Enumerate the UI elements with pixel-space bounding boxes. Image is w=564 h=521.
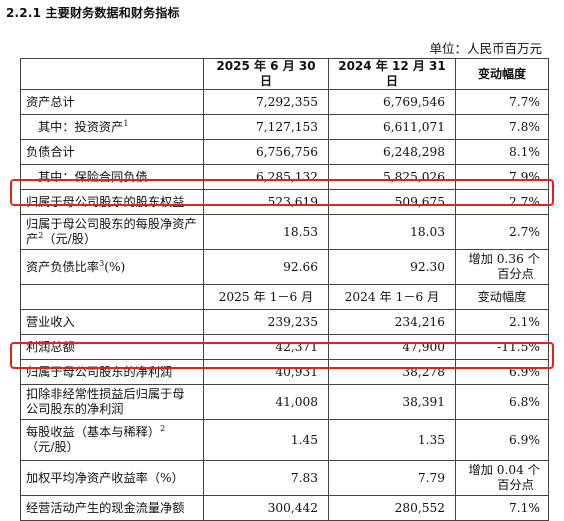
value-current: 6,756,756: [203, 139, 329, 165]
row-label: 营业收入: [20, 309, 204, 335]
table-row-insurance-contract-liabilities: 其中：保险合同负债 6,285,132 5,825,026 7.9%: [20, 164, 549, 190]
value-change: 2.1%: [455, 309, 549, 335]
header-cell-blank: [20, 284, 204, 310]
table-row-total-liabilities: 负债合计 6,756,756 6,248,298 8.1%: [20, 139, 549, 165]
value-current: 40,931: [203, 359, 329, 385]
row-label: 加权平均净资产收益率（%）: [20, 460, 204, 496]
table-row-total-assets: 资产总计 7,292,355 6,769,546 7.7%: [20, 89, 549, 115]
value-current: 41,008: [203, 384, 329, 420]
value-change: -11.5%: [455, 334, 549, 360]
value-current: 1.45: [203, 419, 329, 461]
footnote-marker: 3: [99, 258, 105, 268]
row-label-line2: 产2（元/股）: [26, 230, 97, 246]
value-prior: 280,552: [328, 495, 456, 521]
row-label: 资产总计: [20, 89, 204, 115]
value-prior: 6,769,546: [328, 89, 456, 115]
row-label: 利润总额: [20, 334, 204, 360]
row-label: 资产负债比率3(%): [20, 249, 204, 285]
value-current: 239,235: [203, 309, 329, 335]
table-row-shareholders-equity: 归属于母公司股东的股东权益 523,619 509,675 2.7%: [20, 189, 549, 215]
header-cell-2025-06-30: 2025 年 6 月 30 日: [203, 58, 329, 90]
value-change: 2.7%: [455, 189, 549, 215]
value-change: 6.9%: [455, 359, 549, 385]
table-row-net-profit: 归属于母公司股东的净利润 40,931 38,278 6.9%: [20, 359, 549, 385]
row-label: 其中：保险合同负债: [20, 164, 204, 190]
table-row-total-profit: 利润总额 42,371 47,900 -11.5%: [20, 334, 549, 360]
row-label: 归属于母公司股东的股东权益: [20, 189, 204, 215]
footnote-marker: 1: [123, 118, 129, 128]
table-header-row-balance: 2025 年 6 月 30 日 2024 年 12 月 31 日 变动幅度: [20, 58, 549, 90]
value-prior: 18.03: [328, 214, 456, 250]
table-row-operating-cash-flow: 经营活动产生的现金流量净额 300,442 280,552 7.1%: [20, 495, 549, 521]
value-prior: 509,675: [328, 189, 456, 215]
table-row-revenue: 营业收入 239,235 234,216 2.1%: [20, 309, 549, 335]
value-prior: 47,900: [328, 334, 456, 360]
header-cell-change: 变动幅度: [455, 58, 549, 90]
value-current: 92.66: [203, 249, 329, 285]
footnote-marker: 2: [160, 423, 166, 433]
value-current: 42,371: [203, 334, 329, 360]
value-prior: 6,611,071: [328, 114, 456, 140]
value-change: 8.1%: [455, 139, 549, 165]
row-label: 每股收益（基本与稀释）2 （元/股）: [20, 419, 204, 461]
header-cell-2024-h1: 2024 年 1－6 月: [328, 284, 456, 310]
table-row-debt-ratio: 资产负债比率3(%) 92.66 92.30 增加 0.36 个百分点: [20, 249, 549, 285]
value-prior: 38,391: [328, 384, 456, 420]
value-prior: 7.79: [328, 460, 456, 496]
value-current: 7.83: [203, 460, 329, 496]
financial-data-table: 2025 年 6 月 30 日 2024 年 12 月 31 日 变动幅度 资产…: [20, 58, 549, 521]
value-change: 2.7%: [455, 214, 549, 250]
row-label: 归属于母公司股东的净利润: [20, 359, 204, 385]
value-current: 7,127,153: [203, 114, 329, 140]
section-heading: 2.2.1 主要财务数据和财务指标: [6, 6, 180, 20]
row-label: 经营活动产生的现金流量净额: [20, 495, 204, 521]
table-row-net-assets-per-share: 归属于母公司股东的每股净资产 产2（元/股） 18.53 18.03 2.7%: [20, 214, 549, 250]
value-prior: 1.35: [328, 419, 456, 461]
unit-label: 单位：人民币百万元: [429, 41, 542, 56]
value-prior: 92.30: [328, 249, 456, 285]
value-prior: 234,216: [328, 309, 456, 335]
value-change: 6.9%: [455, 419, 549, 461]
row-label: 归属于母公司股东的每股净资产 产2（元/股）: [20, 214, 204, 250]
value-current: 7,292,355: [203, 89, 329, 115]
value-current: 18.53: [203, 214, 329, 250]
value-change: 7.1%: [455, 495, 549, 521]
row-label: 扣除非经常性损益后归属于母 公司股东的净利润: [20, 384, 204, 420]
value-change: 增加 0.36 个百分点: [455, 249, 549, 285]
table-row-net-profit-excl-nonrecurring: 扣除非经常性损益后归属于母 公司股东的净利润 41,008 38,391 6.8%: [20, 384, 549, 420]
value-prior: 38,278: [328, 359, 456, 385]
footnote-marker: 2: [38, 230, 44, 240]
value-change: 6.8%: [455, 384, 549, 420]
header-cell-2024-12-31: 2024 年 12 月 31 日: [328, 58, 456, 90]
header-cell-blank: [20, 58, 204, 90]
value-prior: 5,825,026: [328, 164, 456, 190]
row-label: 其中：投资资产1: [20, 114, 204, 140]
value-change: 7.8%: [455, 114, 549, 140]
table-row-eps: 每股收益（基本与稀释）2 （元/股） 1.45 1.35 6.9%: [20, 419, 549, 461]
value-change: 7.9%: [455, 164, 549, 190]
value-change: 增加 0.04 个百分点: [455, 460, 549, 496]
header-cell-change: 变动幅度: [455, 284, 549, 310]
table-header-row-period: 2025 年 1－6 月 2024 年 1－6 月 变动幅度: [20, 284, 549, 310]
table-row-investment-assets: 其中：投资资产1 7,127,153 6,611,071 7.8%: [20, 114, 549, 140]
value-current: 6,285,132: [203, 164, 329, 190]
row-label: 负债合计: [20, 139, 204, 165]
value-prior: 6,248,298: [328, 139, 456, 165]
table-row-roe: 加权平均净资产收益率（%） 7.83 7.79 增加 0.04 个百分点: [20, 460, 549, 496]
value-change: 7.7%: [455, 89, 549, 115]
header-cell-2025-h1: 2025 年 1－6 月: [203, 284, 329, 310]
value-current: 523,619: [203, 189, 329, 215]
value-current: 300,442: [203, 495, 329, 521]
